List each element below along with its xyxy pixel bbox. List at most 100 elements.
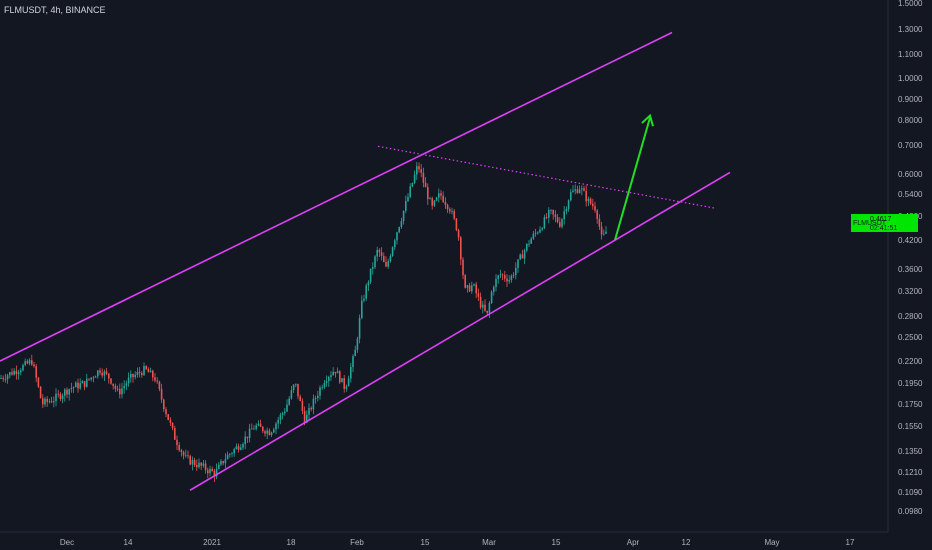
candle-body — [501, 274, 504, 276]
candle-body — [273, 429, 275, 433]
candle-body — [407, 196, 409, 202]
candle-body — [90, 377, 92, 380]
candle-body — [431, 198, 433, 206]
candle-body — [317, 395, 319, 399]
candle-body — [191, 460, 194, 465]
candle-body — [266, 430, 268, 434]
candle-body — [352, 356, 354, 368]
candle-body — [391, 247, 394, 257]
candle-body — [332, 371, 334, 376]
candle-body — [471, 285, 473, 292]
candle-body — [187, 455, 189, 457]
candle-body — [587, 198, 590, 202]
candle-body — [13, 370, 15, 375]
candle-body — [440, 193, 442, 196]
candle-body — [512, 274, 515, 276]
candle-body — [202, 463, 205, 466]
price-tick-label: 1.1000 — [898, 50, 923, 59]
candle-body — [77, 382, 79, 389]
trendline-2[interactable] — [189, 171, 731, 491]
candle-body — [141, 373, 143, 376]
candle-body — [534, 232, 537, 234]
candle-body — [554, 214, 557, 217]
candle-body — [200, 462, 202, 466]
candle-body — [204, 463, 207, 471]
candle-body — [246, 436, 249, 439]
candle-body — [196, 464, 198, 468]
candle-body — [138, 371, 141, 374]
candle-body — [504, 275, 506, 279]
candle-body — [270, 432, 273, 436]
candle-body — [589, 198, 592, 204]
candle-body — [215, 468, 218, 477]
candle-body — [380, 252, 383, 256]
trendline-3[interactable] — [377, 145, 717, 209]
time-axis[interactable]: Dec 14 2021 18 Feb 15 Mar 15 Apr 12 May 17 — [60, 538, 855, 547]
candle-body — [334, 371, 337, 374]
candle-body — [369, 268, 372, 283]
candle-body — [68, 389, 70, 395]
candle-body — [46, 398, 48, 402]
candle-body — [477, 293, 480, 297]
candle-body — [363, 298, 365, 301]
candle-body — [493, 287, 495, 292]
candle-body — [48, 401, 51, 403]
candle-body — [541, 228, 543, 230]
price-axis[interactable]: 1.5000 1.3000 1.1000 1.0000 0.9000 0.8000 0.70… — [898, 0, 923, 516]
time-tick-label: Feb — [350, 538, 364, 547]
price-tick-label: 1.5000 — [898, 0, 923, 8]
arrow-shaft — [614, 117, 651, 241]
candle-body — [479, 296, 482, 308]
candle-body — [134, 374, 136, 378]
price-tick-label: 0.2200 — [898, 357, 923, 366]
candle-body — [66, 389, 68, 395]
candle-body — [165, 409, 167, 415]
candle-body — [145, 366, 147, 370]
candle-body — [519, 254, 521, 260]
candle-body — [515, 267, 517, 275]
candle-body — [321, 387, 323, 389]
candle-body — [262, 426, 264, 432]
candle-body — [119, 388, 121, 395]
candle-body — [59, 394, 62, 399]
candle-body — [475, 284, 477, 294]
candle-body — [438, 193, 440, 198]
candle-body — [592, 203, 594, 207]
candle-body — [176, 439, 178, 446]
price-tick-label: 0.1210 — [898, 468, 923, 477]
candle-body — [572, 190, 574, 193]
candle-body — [358, 317, 361, 339]
time-tick-label: Mar — [482, 538, 496, 547]
candle-body — [517, 259, 519, 268]
candle-body — [495, 278, 497, 288]
candle-body — [435, 197, 438, 201]
candle-body — [121, 388, 123, 395]
trendline-1[interactable] — [0, 31, 673, 362]
candle-body — [378, 249, 381, 253]
candle-body — [158, 381, 161, 390]
candle-body — [444, 202, 447, 205]
price-tick-label: 0.6000 — [898, 170, 923, 179]
candle-body — [556, 216, 559, 223]
candle-body — [251, 428, 253, 430]
price-tick-label: 0.0980 — [898, 507, 923, 516]
candle-body — [345, 386, 348, 389]
candle-body — [464, 275, 466, 288]
candle-body — [147, 369, 150, 373]
candle-body — [523, 250, 526, 259]
candle-body — [594, 206, 596, 211]
candle-body — [570, 192, 572, 201]
candle-body — [427, 187, 429, 200]
last-price-axis-marker — [888, 213, 918, 232]
price-tick-label: 0.3600 — [898, 265, 923, 274]
candle-body — [429, 198, 431, 200]
candle-body — [86, 378, 88, 387]
candle-body — [422, 172, 425, 183]
price-tick-label: 0.3200 — [898, 287, 923, 296]
candle-body — [288, 398, 290, 405]
candle-body — [539, 229, 541, 233]
candle-body — [83, 381, 86, 387]
candle-body — [510, 275, 513, 281]
candle-body — [545, 217, 548, 218]
